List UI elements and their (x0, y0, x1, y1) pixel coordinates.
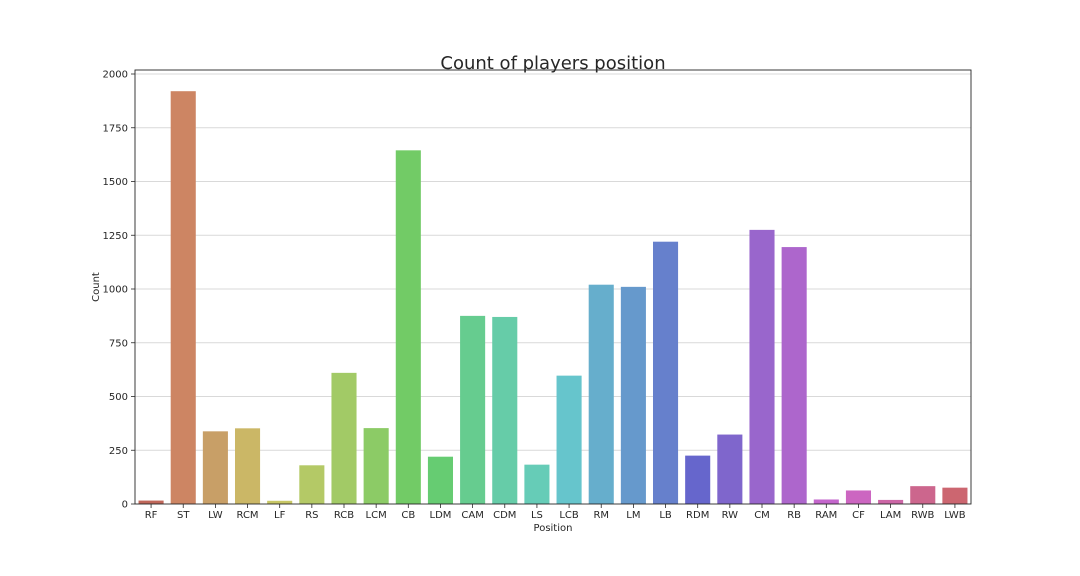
x-tick-label: RWB (911, 510, 934, 521)
x-tick-label: CM (754, 510, 770, 521)
bar-rwb (910, 486, 936, 504)
x-tick-label: CB (401, 510, 415, 521)
y-tick-label: 500 (109, 392, 128, 403)
x-tick-label: RF (145, 510, 158, 521)
y-tick-label: 2000 (103, 70, 128, 81)
bar-ram (813, 499, 839, 504)
y-tick-label: 250 (109, 446, 128, 457)
y-tick-label: 1250 (103, 231, 128, 242)
x-tick-label: RW (722, 510, 739, 521)
bar-rcm (234, 428, 261, 504)
x-tick-label: LWB (944, 510, 966, 521)
bar-lcb (556, 375, 582, 504)
bar-rb (781, 247, 807, 504)
bar-cm (749, 229, 775, 504)
x-tick-label: RAM (815, 510, 837, 521)
bar-rdm (685, 455, 711, 504)
x-tick-label: LCB (559, 510, 579, 521)
plot-frame (134, 69, 972, 505)
y-tick-label: 750 (109, 338, 128, 349)
x-ticks: RF ST LW RCM LF RS RCB LCM CB LDM CAM CDM LS LCB RM LM L… (145, 504, 966, 521)
bar-ldm (427, 456, 454, 504)
bars (138, 91, 968, 504)
bar-lb (652, 241, 679, 504)
bar-lf (267, 500, 293, 504)
x-tick-label: RS (305, 510, 318, 521)
bar-cb (395, 150, 421, 504)
y-tick-label: 1750 (103, 123, 128, 134)
x-tick-label: RDM (686, 510, 709, 521)
bar-ls (524, 464, 550, 504)
x-tick-label: CF (852, 510, 865, 521)
x-tick-label: RCB (334, 510, 354, 521)
x-tick-label: LM (626, 510, 640, 521)
x-tick-label: LS (531, 510, 543, 521)
y-tick-label: 1500 (103, 177, 128, 188)
bar-rcb (331, 372, 357, 504)
chart-title: Count of players position (440, 53, 665, 74)
x-tick-label: RM (593, 510, 609, 521)
x-tick-label: LB (659, 510, 672, 521)
x-tick-label: LAM (880, 510, 901, 521)
y-tick-label: 0 (122, 500, 128, 511)
bar-st (170, 91, 196, 504)
grid-lines (135, 73, 971, 451)
x-tick-label: LW (208, 510, 223, 521)
bar-lam (878, 499, 904, 504)
y-axis-label: Count (91, 272, 102, 302)
x-tick-label: CAM (461, 510, 483, 521)
x-axis-label: Position (534, 523, 573, 534)
bar-lw (202, 431, 228, 504)
x-tick-label: RCM (237, 510, 259, 521)
x-tick-label: LDM (430, 510, 452, 521)
bar-rs (299, 465, 325, 504)
x-tick-label: RB (787, 510, 801, 521)
bar-rm (588, 284, 614, 504)
bar-lm (620, 286, 646, 504)
x-tick-label: ST (177, 510, 190, 521)
bar-cdm (492, 316, 518, 504)
y-tick-label: 1000 (103, 285, 128, 296)
bar-lwb (942, 487, 968, 504)
x-tick-label: CDM (493, 510, 516, 521)
bar-cf (845, 490, 872, 504)
x-tick-label: LCM (366, 510, 387, 521)
y-ticks: 0 250 500 750 1000 1250 1500 1750 2000 (103, 70, 135, 511)
bar-rw (717, 434, 743, 504)
bar-rf (138, 500, 164, 504)
bar-cam (460, 315, 486, 504)
x-tick-label: LF (274, 510, 286, 521)
bar-lcm (363, 428, 389, 504)
